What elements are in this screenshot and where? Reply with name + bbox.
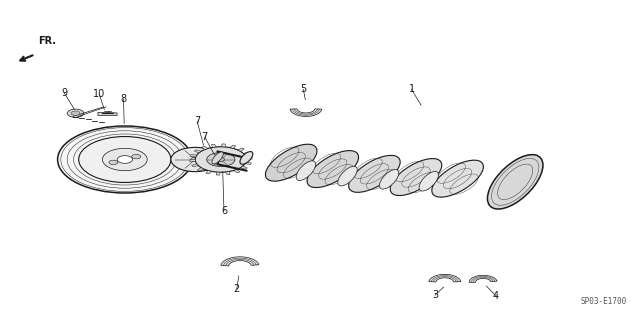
Polygon shape <box>290 109 322 116</box>
Ellipse shape <box>419 171 438 191</box>
Text: 8: 8 <box>120 94 127 104</box>
Ellipse shape <box>296 161 316 181</box>
Polygon shape <box>202 146 208 150</box>
Circle shape <box>191 157 200 162</box>
Polygon shape <box>98 112 117 115</box>
Polygon shape <box>191 164 198 167</box>
Circle shape <box>79 137 171 182</box>
Circle shape <box>58 126 192 193</box>
Polygon shape <box>195 150 201 153</box>
Text: 5: 5 <box>300 84 307 94</box>
Circle shape <box>67 109 84 117</box>
Circle shape <box>132 154 141 159</box>
Circle shape <box>117 156 132 163</box>
Ellipse shape <box>240 152 253 164</box>
Polygon shape <box>246 158 252 160</box>
Ellipse shape <box>349 155 400 192</box>
Circle shape <box>109 160 118 165</box>
Text: 10: 10 <box>93 89 106 99</box>
Ellipse shape <box>432 160 483 197</box>
Polygon shape <box>216 172 220 175</box>
Polygon shape <box>197 168 204 171</box>
Ellipse shape <box>212 152 223 164</box>
Ellipse shape <box>266 144 317 181</box>
Ellipse shape <box>338 166 357 186</box>
Circle shape <box>217 158 225 161</box>
Polygon shape <box>237 148 244 151</box>
Polygon shape <box>190 155 196 157</box>
Polygon shape <box>234 169 240 173</box>
Text: 7: 7 <box>202 132 208 142</box>
Polygon shape <box>221 144 225 147</box>
Polygon shape <box>189 160 195 161</box>
Text: 3: 3 <box>432 290 438 300</box>
Polygon shape <box>221 257 259 266</box>
Circle shape <box>171 147 220 172</box>
Text: 2: 2 <box>234 284 240 294</box>
Text: 6: 6 <box>221 205 227 216</box>
Text: SP03-E1700: SP03-E1700 <box>581 297 627 306</box>
Ellipse shape <box>380 169 399 189</box>
Text: 9: 9 <box>61 87 67 98</box>
Polygon shape <box>211 144 216 147</box>
Polygon shape <box>225 172 230 175</box>
Circle shape <box>102 148 147 171</box>
Ellipse shape <box>488 155 543 209</box>
Ellipse shape <box>390 159 442 196</box>
Text: 7: 7 <box>194 116 200 126</box>
Circle shape <box>195 147 246 172</box>
Circle shape <box>207 152 235 167</box>
Polygon shape <box>230 145 236 148</box>
Ellipse shape <box>307 151 358 188</box>
Text: 1: 1 <box>408 84 415 94</box>
Polygon shape <box>245 162 252 164</box>
Polygon shape <box>243 152 250 155</box>
Polygon shape <box>469 275 497 282</box>
Text: FR.: FR. <box>38 36 56 46</box>
Text: 4: 4 <box>493 291 499 301</box>
Polygon shape <box>429 274 461 282</box>
Polygon shape <box>241 166 247 169</box>
Polygon shape <box>206 171 212 174</box>
Circle shape <box>71 111 80 115</box>
